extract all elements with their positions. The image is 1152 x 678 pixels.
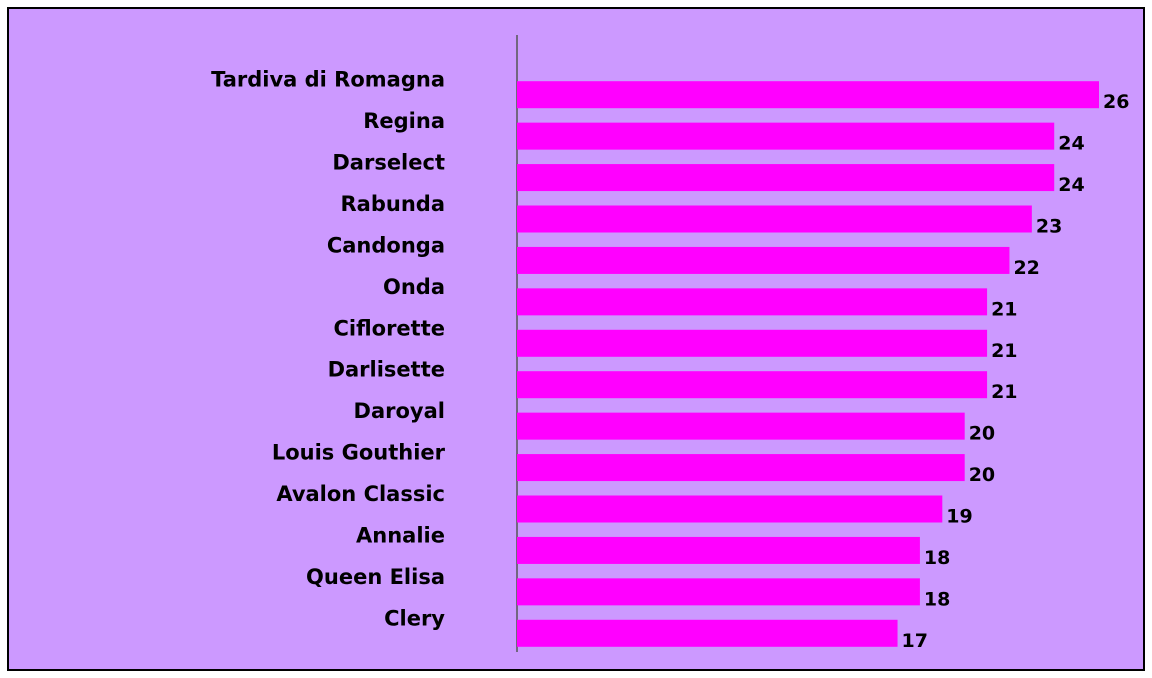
bar xyxy=(517,288,988,316)
value-label: 24 xyxy=(1058,174,1084,196)
value-label: 18 xyxy=(924,588,950,610)
category-label: Annalie xyxy=(356,523,445,547)
category-label: Tardiva di Romagna xyxy=(211,68,445,92)
bar xyxy=(517,164,1055,192)
category-label: Candonga xyxy=(327,233,445,257)
bar xyxy=(517,371,988,399)
bar xyxy=(517,329,988,357)
value-label: 19 xyxy=(946,506,972,528)
category-label: Ciflorette xyxy=(333,316,445,340)
bar xyxy=(517,495,943,523)
value-label: 26 xyxy=(1103,91,1129,113)
category-label: Darselect xyxy=(332,151,445,175)
category-label: Rabunda xyxy=(341,192,445,216)
value-label: 20 xyxy=(969,464,995,486)
bar xyxy=(517,412,965,440)
bar xyxy=(517,81,1099,109)
value-label: 18 xyxy=(924,547,950,569)
category-label: Queen Elisa xyxy=(306,565,445,589)
value-label: 21 xyxy=(991,340,1017,362)
bar xyxy=(517,246,1010,274)
value-label: 21 xyxy=(991,298,1017,320)
bar xyxy=(517,619,898,647)
value-label: 21 xyxy=(991,381,1017,403)
category-label: Daroyal xyxy=(354,399,445,423)
category-label: Louis Gouthier xyxy=(272,441,446,465)
value-label: 23 xyxy=(1036,216,1062,238)
value-label: 17 xyxy=(902,630,928,652)
value-label: 22 xyxy=(1013,257,1039,279)
bar xyxy=(517,454,965,482)
bar xyxy=(517,122,1055,150)
value-label: 24 xyxy=(1058,133,1084,155)
category-label: Onda xyxy=(383,275,445,299)
bar xyxy=(517,536,920,564)
bar xyxy=(517,205,1032,233)
value-label: 20 xyxy=(969,423,995,445)
category-label: Clery xyxy=(384,606,445,630)
category-label: Darlisette xyxy=(328,358,445,382)
category-label: Regina xyxy=(363,109,445,133)
bar xyxy=(517,578,920,606)
category-label: Avalon Classic xyxy=(276,482,445,506)
